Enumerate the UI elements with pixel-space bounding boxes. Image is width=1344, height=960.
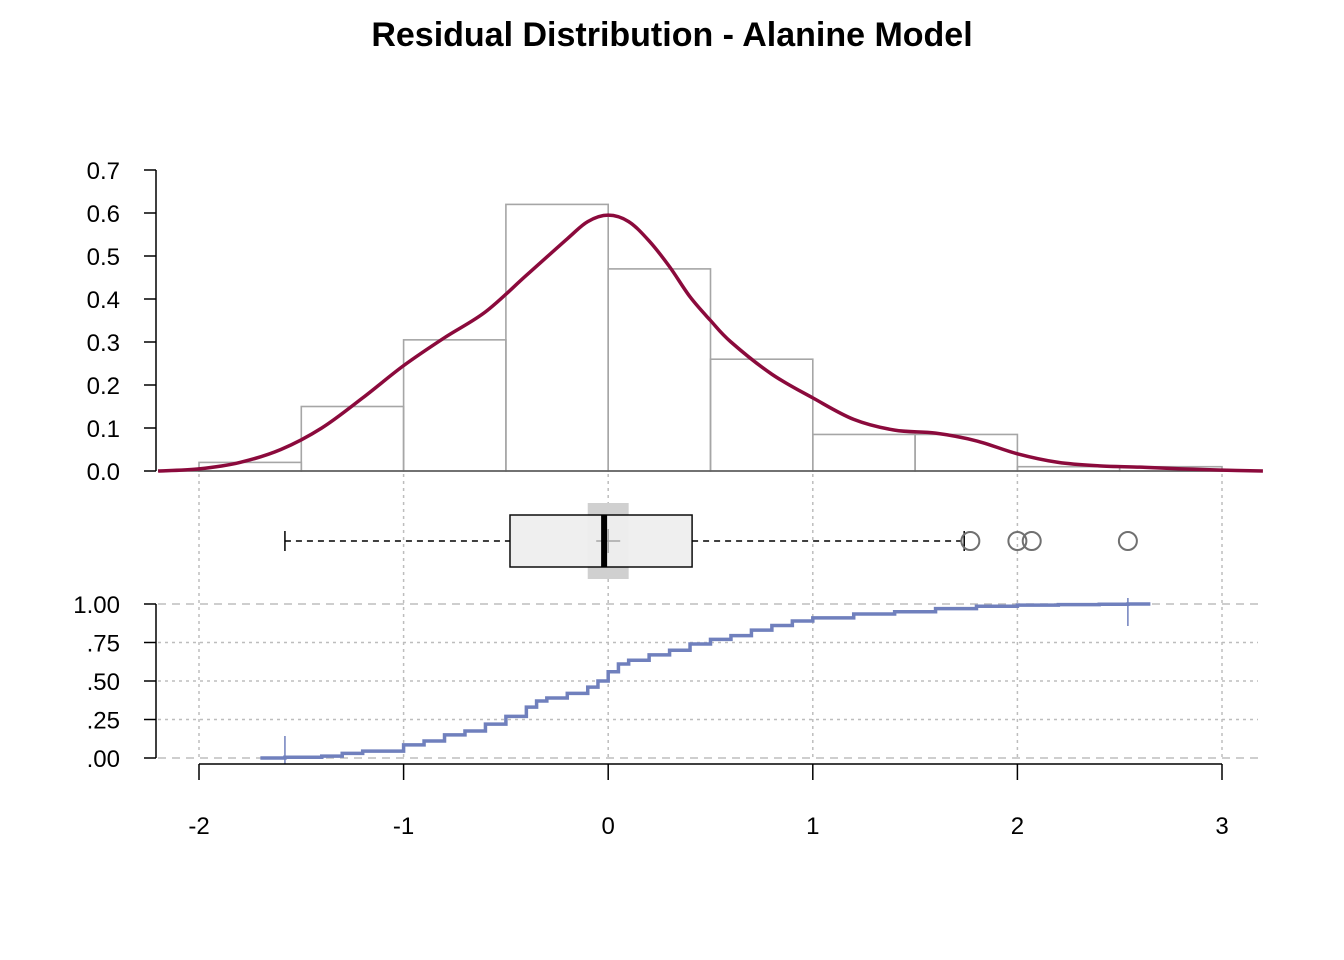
chart-title: Residual Distribution - Alanine Model [371, 16, 973, 54]
hist-y-tick-label: 0.4 [87, 287, 120, 314]
hist-y-tick-label: 0.7 [87, 158, 120, 185]
density-curve [157, 213, 1263, 473]
x-tick-label: 0 [602, 813, 615, 840]
hist-y-tick-label: 0.2 [87, 373, 120, 400]
axes: 0.0 0.1 0.2 0.3 0.4 0.5 0.6 0.7 .00 .25 .50 .75 1.00… [73, 158, 1228, 840]
histogram-bar [607, 268, 712, 472]
ecdf-y-tick-label: .75 [87, 631, 120, 658]
x-tick-label: 2 [1011, 813, 1024, 840]
outlier-point [1021, 531, 1042, 551]
ecdf-y-tick-label: .50 [87, 669, 120, 696]
x-tick-label: 3 [1215, 813, 1228, 840]
x-tick-label: -1 [393, 813, 414, 840]
ecdf-y-tick-label: .25 [87, 708, 120, 735]
ecdf-y-tick-label: 1.00 [73, 592, 120, 619]
hist-y-tick-label: 0.5 [87, 244, 120, 271]
hist-y-tick-label: 0.3 [87, 330, 120, 357]
ecdf-line [260, 602, 1151, 760]
outlier-point [1117, 531, 1138, 551]
ecdf-panel [260, 598, 1151, 764]
histogram-bar [505, 203, 609, 472]
x-tick-label: -2 [188, 813, 209, 840]
histogram-panel [157, 203, 1263, 473]
histogram-bar [811, 433, 916, 472]
hist-y-tick-label: 0.1 [87, 416, 120, 443]
histogram-bar [709, 358, 814, 472]
gridlines [158, 474, 1258, 759]
ecdf-y-tick-label: .00 [87, 746, 120, 773]
outlier-point [1007, 531, 1028, 551]
histogram-bar [402, 339, 507, 472]
x-tick-label: 1 [806, 813, 819, 840]
hist-y-tick-label: 0.6 [87, 201, 120, 228]
outlier-point [960, 531, 981, 551]
hist-y-tick-label: 0.0 [87, 459, 120, 486]
histogram-bar [300, 405, 405, 472]
boxplot-panel [284, 503, 1138, 579]
